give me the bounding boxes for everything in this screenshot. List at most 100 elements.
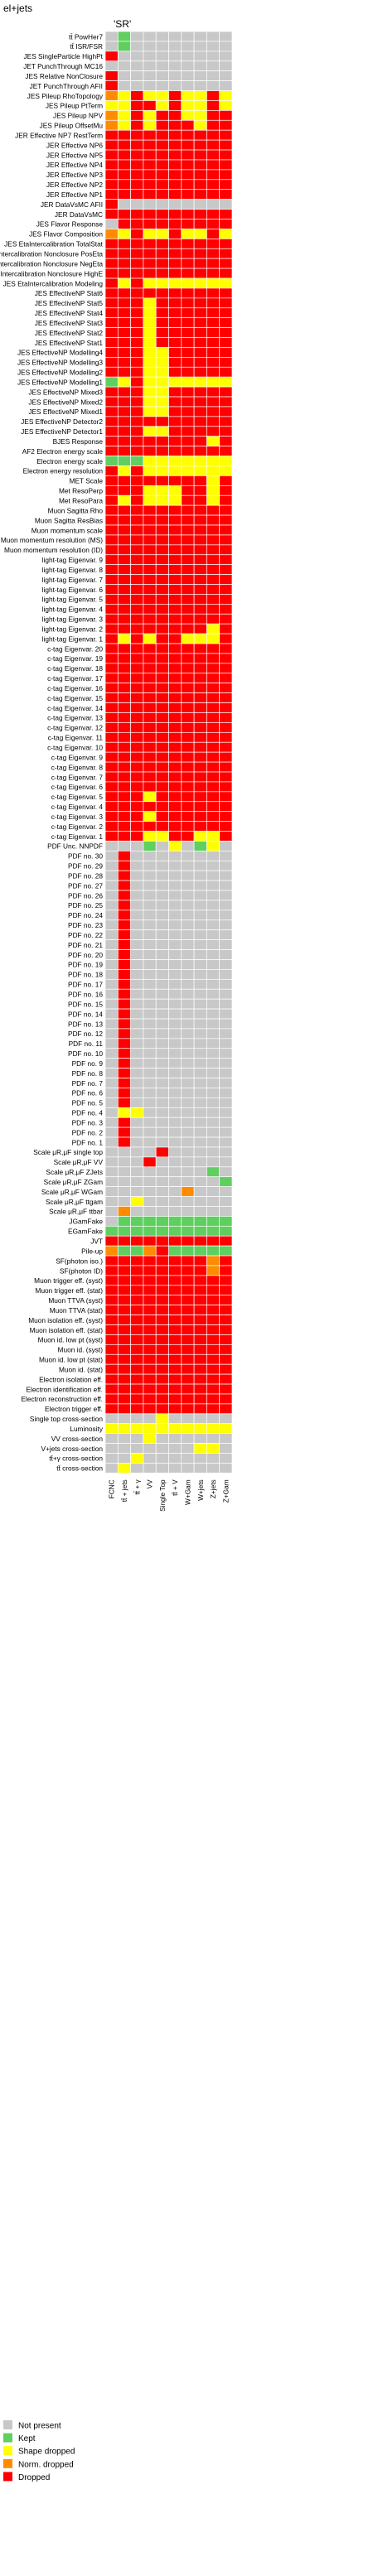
column-label: W+jets [196,1479,205,1501]
heatmap-cell [219,436,233,446]
heatmap-cell [155,199,169,210]
heatmap-cell [130,1324,144,1335]
heatmap-cell [168,129,182,141]
row-label: PDF no. 27 [68,881,103,890]
heatmap-cell [117,209,131,219]
heatmap-cell [219,1433,233,1444]
heatmap-cell [206,1176,220,1187]
heatmap-cell [130,860,144,871]
heatmap-cell [206,998,220,1010]
heatmap-cell [168,466,182,476]
heatmap-cell [193,90,207,101]
heatmap-cell [130,594,144,605]
heatmap-cell [155,1117,169,1128]
heatmap-cell [143,1196,157,1207]
heatmap-cell [168,1107,182,1118]
heatmap-cell [155,494,169,506]
heatmap-cell [104,1146,119,1158]
heatmap-cell [168,297,182,309]
heatmap-cell [181,1136,195,1148]
heatmap-cell [219,791,233,803]
row-label: JES EffectiveNP Stat3 [35,319,104,327]
heatmap-cell [181,1225,195,1237]
heatmap-cell [193,248,207,259]
heatmap-cell [168,673,182,684]
heatmap-cell [193,929,207,940]
heatmap-cell [104,229,119,239]
heatmap-cell [181,1097,195,1108]
heatmap-cell [219,1068,233,1078]
heatmap-cell [117,1334,131,1345]
heatmap-cell [193,851,207,861]
heatmap-cell [219,189,233,200]
heatmap-cell [143,949,157,960]
heatmap-cell [181,731,195,743]
row-label: Muon id. (syst) [58,1346,104,1354]
heatmap-cell [193,1058,207,1069]
heatmap-cell [155,209,169,219]
heatmap-cell [168,169,182,181]
heatmap-cell [130,1206,144,1217]
heatmap-cell [168,1196,182,1207]
heatmap-cell [130,159,144,171]
column-label: Z+jets [209,1479,217,1498]
heatmap-cell [104,643,119,654]
heatmap-cell [206,554,220,566]
heatmap-cell [117,337,131,348]
row-label: light-tag Eigenvar. 1 [42,634,104,643]
heatmap-cell [181,890,195,901]
heatmap-cell [130,485,144,496]
heatmap-cell [104,1353,119,1365]
heatmap-cell [219,683,233,693]
heatmap-cell [143,436,157,446]
heatmap-cell [130,129,144,141]
row-label: PDF no. 21 [68,941,103,949]
heatmap-cell [104,514,119,526]
heatmap-cell [104,831,119,842]
heatmap-cell [143,1393,157,1405]
heatmap-cell [193,880,207,891]
heatmap-cell [193,1146,207,1158]
row-label: PDF no. 25 [68,901,103,909]
heatmap-cell [143,594,157,605]
heatmap-cell [104,219,119,229]
row-label: c-tag Eigenvar. 6 [51,783,104,791]
heatmap-cell [168,80,182,91]
row-label: Scale μR,μF WGam [41,1188,103,1196]
row-label: Muon Sagitta ResBias [35,516,103,524]
heatmap-cell [143,1078,157,1088]
row-label: JES Pileup PtTerm [46,102,103,110]
heatmap-cell [130,1383,144,1395]
heatmap-cell [181,771,195,783]
heatmap-cell [219,821,233,832]
heatmap-cell [155,574,169,585]
heatmap-cell [219,1146,233,1158]
heatmap-cell [193,100,207,111]
heatmap-cell [219,327,233,338]
heatmap-cell [206,1453,220,1464]
heatmap-cell [193,1206,207,1217]
heatmap-cell [104,119,119,131]
heatmap-cell [181,31,195,42]
heatmap-cell [117,978,131,990]
heatmap-cell [206,446,220,456]
heatmap-cell [181,1216,195,1227]
legend-swatch [3,2472,12,2482]
heatmap-cell [219,988,233,1000]
column-label: tt̄ + V [171,1479,179,1496]
heatmap-cell [155,456,169,466]
heatmap-cell [104,1048,119,1059]
heatmap-cell [104,741,119,753]
heatmap-cell [155,1344,169,1355]
heatmap-cell [206,1078,220,1088]
row-label: Met ResoPara [59,497,103,505]
heatmap-cell [193,623,207,634]
heatmap-cell [130,169,144,181]
heatmap-cell [117,692,131,703]
heatmap-cell [143,1275,157,1286]
heatmap-cell [168,238,182,249]
heatmap-cell [130,751,144,763]
heatmap-cell [181,909,195,921]
heatmap-cell [143,110,157,121]
heatmap-cell [193,327,207,338]
